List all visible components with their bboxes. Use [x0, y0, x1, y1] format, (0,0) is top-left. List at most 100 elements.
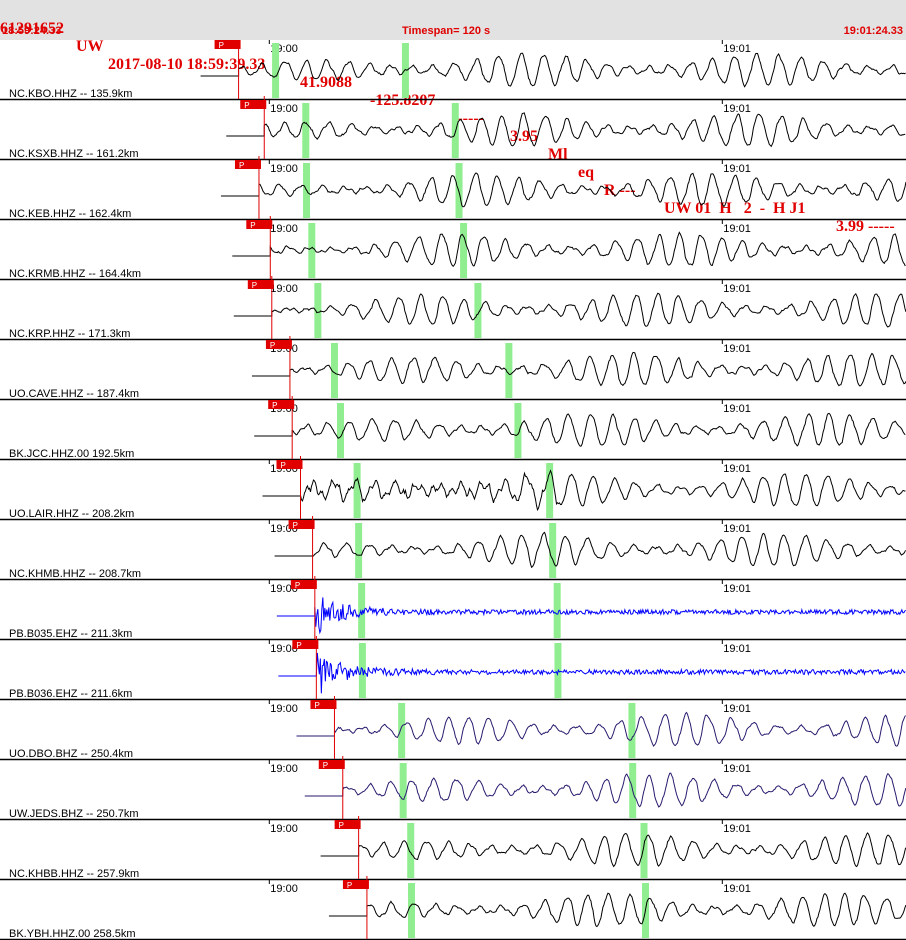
seismogram-trace — [232, 231, 906, 268]
phase-marker — [628, 703, 636, 758]
p-pick-flag — [342, 880, 369, 889]
phase-marker — [460, 223, 468, 278]
end-time: 19:01:24.33 — [843, 25, 903, 37]
phase-marker — [337, 403, 345, 458]
station-label: NC.KRP.HHZ -- 171.3km — [9, 328, 130, 340]
p-pick-flag — [247, 280, 274, 289]
event-longitude: -125.8207 — [370, 92, 436, 109]
phase-marker — [553, 583, 561, 638]
p-pick-flag — [290, 580, 317, 589]
seismogram-trace — [320, 832, 906, 868]
p-pick-flag — [240, 100, 267, 109]
p-pick-label: P — [296, 641, 301, 650]
p-pick-flag — [265, 340, 292, 349]
phase-marker — [308, 223, 316, 278]
seismogram-trace — [200, 52, 906, 88]
time-tick-label: 19:01 — [723, 523, 751, 535]
time-tick-label: 19:00 — [270, 283, 298, 295]
p-pick-label: P — [295, 581, 300, 590]
p-pick-flag — [288, 520, 315, 529]
time-tick-label: 19:01 — [723, 343, 751, 355]
station-label: NC.KBO.HHZ -- 135.9km — [9, 88, 132, 100]
phase-marker — [358, 583, 366, 638]
time-tick-label: 19:01 — [723, 703, 751, 715]
seismogram-trace — [220, 172, 906, 208]
time-tick-label: 19:00 — [270, 643, 298, 655]
station-label: UO.LAIR.HHZ -- 208.2km — [9, 508, 134, 520]
phase-marker — [546, 463, 554, 518]
phase-marker — [398, 703, 406, 758]
station-label: BK.YBH.HHZ.00 258.5km — [9, 928, 136, 940]
alt-magnitude: 3.99 ----- — [836, 218, 895, 235]
time-tick-label: 19:01 — [723, 403, 751, 415]
p-pick-flag — [268, 400, 295, 409]
p-pick-flag — [292, 640, 319, 649]
phase-marker — [549, 523, 557, 578]
event-latitude: 41.9088 — [300, 74, 352, 91]
time-tick-label: 19:01 — [723, 283, 751, 295]
time-tick-label: 19:01 — [723, 643, 751, 655]
station-label: UO.CAVE.HHZ -- 187.4km — [9, 388, 139, 400]
p-pick-label: P — [252, 281, 257, 290]
phase-marker — [355, 523, 363, 578]
event-depth: ------ — [452, 110, 484, 127]
time-tick-label: 19:01 — [723, 823, 751, 835]
p-pick-label: P — [323, 761, 328, 770]
seismogram-trace — [226, 112, 906, 148]
station-label: NC.KRMB.HHZ -- 164.4km — [9, 268, 141, 280]
phase-marker — [640, 823, 648, 878]
time-tick-label: 19:01 — [723, 223, 751, 235]
event-network: UW — [76, 38, 104, 55]
seismogram-trace — [328, 892, 906, 928]
phase-marker — [514, 403, 522, 458]
phase-marker — [302, 103, 310, 158]
station-label: BK.JCC.HHZ.00 192.5km — [9, 448, 134, 460]
time-tick-label: 19:00 — [270, 223, 298, 235]
phase-marker — [407, 883, 415, 938]
time-tick-label: 19:01 — [723, 43, 751, 55]
phase-marker — [399, 763, 407, 818]
station-label: UO.DBO.BHZ -- 250.4km — [9, 748, 133, 760]
station-label: PB.B035.EHZ -- 211.3km — [9, 628, 132, 640]
time-tick-label: 19:00 — [270, 703, 298, 715]
p-pick-label: P — [272, 401, 277, 410]
station-label: NC.KEB.HHZ -- 162.4km — [9, 208, 131, 220]
p-pick-label: P — [244, 101, 249, 110]
event-id: 61291652 — [0, 20, 64, 37]
station-label: NC.KSXB.HHZ -- 161.2km — [9, 148, 139, 160]
phase-marker — [272, 43, 280, 98]
time-tick-label: 19:01 — [723, 163, 751, 175]
time-tick-label: 19:01 — [723, 763, 751, 775]
seismogram-trace — [254, 412, 906, 447]
p-pick-flag — [246, 220, 273, 229]
event-header: 61291652 UW 2017-08-10 18:59:39.33 41.90… — [0, 0, 906, 235]
p-pick-label: P — [239, 161, 244, 170]
seismogram-plot: 19:00 19:01 P NC.KBO.HHZ -- 135.9km 19:00 19:… — [0, 40, 906, 940]
event-type: eq — [578, 164, 594, 181]
phase-marker — [314, 283, 322, 338]
p-pick-flag — [310, 700, 337, 709]
p-pick-flag — [234, 160, 261, 169]
phase-marker — [330, 343, 338, 398]
station-label: NC.KHMB.HHZ -- 208.7km — [9, 568, 141, 580]
time-tick-label: 19:00 — [270, 103, 298, 115]
event-summary-line: 61291652 UW 2017-08-10 18:59:39.33 41.90… — [0, 2, 895, 254]
phase-marker — [353, 463, 361, 518]
seismogram-trace — [276, 597, 906, 635]
p-pick-flag — [334, 820, 361, 829]
time-tick-label: 19:01 — [723, 583, 751, 595]
p-pick-flag — [214, 40, 241, 49]
p-pick-label: P — [293, 521, 298, 530]
p-pick-label: P — [219, 41, 224, 50]
phase-marker — [401, 43, 409, 98]
seismogram-trace — [274, 531, 906, 569]
station-label: UW.JEDS.BHZ -- 250.7km — [9, 808, 139, 820]
time-tick-label: 19:00 — [270, 823, 298, 835]
time-tick-label: 19:00 — [270, 883, 298, 895]
p-pick-flag — [276, 460, 303, 469]
p-pick-label: P — [339, 821, 344, 830]
seismogram-trace — [304, 772, 906, 808]
phase-marker — [474, 283, 482, 338]
seismogram-trace — [278, 652, 906, 694]
time-tick-label: 19:01 — [723, 883, 751, 895]
